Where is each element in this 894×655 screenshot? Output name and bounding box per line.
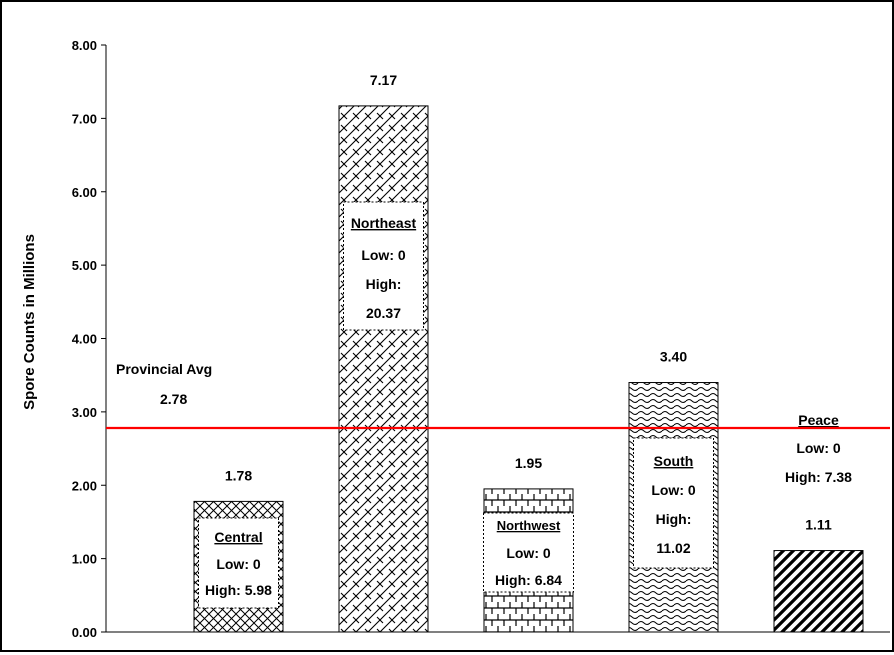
y-tick-label: 8.00	[72, 38, 97, 53]
range-box-northeast	[343, 201, 424, 331]
y-axis-title: Spore Counts in Millions	[21, 234, 38, 410]
y-tick-label: 2.00	[72, 478, 97, 493]
range-low-northeast: Low: 0	[361, 247, 406, 263]
provincial-avg-label: Provincial Avg	[116, 361, 212, 377]
range-box-south	[633, 437, 714, 569]
range-box-central	[198, 517, 279, 609]
data-label-south: 3.40	[660, 349, 687, 365]
data-label-central: 1.78	[225, 467, 252, 483]
range-high-value-northeast: 20.37	[366, 305, 401, 321]
annotations: 1.78 7.17 1.95 3.40 1.11 Central Low: 0 High: 5…	[106, 72, 890, 609]
y-tick-label: 4.00	[72, 332, 97, 347]
range-high-northeast: High:	[366, 276, 402, 292]
range-high-northwest: High: 6.84	[495, 572, 562, 588]
provincial-avg-value: 2.78	[160, 391, 187, 407]
range-region-northwest: Northwest	[497, 518, 561, 533]
range-region-south: South	[654, 453, 694, 469]
range-low-central: Low: 0	[216, 556, 261, 572]
y-tick-label: 1.00	[72, 552, 97, 567]
y-tick-label: 6.00	[72, 185, 97, 200]
range-high-peace: High: 7.38	[785, 469, 852, 485]
range-box-northwest	[483, 512, 574, 593]
range-high-value-south: 11.02	[656, 540, 690, 556]
data-label-northwest: 1.95	[515, 455, 542, 471]
y-tick-label: 0.00	[72, 625, 97, 640]
range-high-central: High: 5.98	[205, 582, 272, 598]
range-region-peace: Peace	[798, 412, 839, 428]
range-high-south: High:	[656, 511, 692, 527]
data-label-peace: 1.11	[805, 517, 832, 533]
range-region-northeast: Northeast	[351, 215, 417, 231]
y-tick-label: 5.00	[72, 258, 97, 273]
bar-peace	[773, 550, 864, 633]
y-tick-label: 3.00	[72, 405, 97, 420]
range-region-central: Central	[214, 529, 262, 545]
data-label-northeast: 7.17	[370, 72, 397, 88]
range-low-peace: Low: 0	[796, 440, 841, 456]
range-low-south: Low: 0	[651, 482, 696, 498]
range-low-northwest: Low: 0	[506, 545, 551, 561]
y-tick-label: 7.00	[72, 111, 97, 126]
bar-northeast	[338, 105, 429, 633]
